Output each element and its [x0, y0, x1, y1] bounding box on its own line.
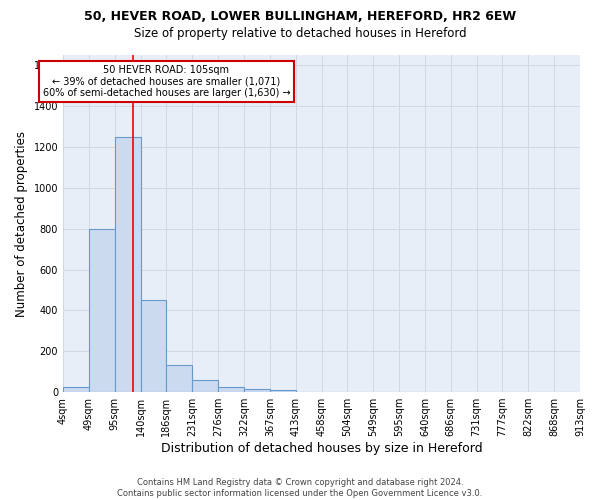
Bar [63, 387, 89, 392]
Bar [270, 390, 296, 392]
Text: Size of property relative to detached houses in Hereford: Size of property relative to detached ho… [134, 28, 466, 40]
Bar [166, 364, 192, 392]
Bar [89, 228, 115, 392]
Bar [140, 300, 166, 392]
Bar [192, 380, 218, 392]
Y-axis label: Number of detached properties: Number of detached properties [15, 130, 28, 316]
Bar [244, 389, 270, 392]
X-axis label: Distribution of detached houses by size in Hereford: Distribution of detached houses by size … [161, 442, 482, 455]
Bar [218, 387, 244, 392]
Text: Contains HM Land Registry data © Crown copyright and database right 2024.
Contai: Contains HM Land Registry data © Crown c… [118, 478, 482, 498]
Bar [115, 136, 140, 392]
Text: 50, HEVER ROAD, LOWER BULLINGHAM, HEREFORD, HR2 6EW: 50, HEVER ROAD, LOWER BULLINGHAM, HEREFO… [84, 10, 516, 23]
Text: 50 HEVER ROAD: 105sqm
← 39% of detached houses are smaller (1,071)
60% of semi-d: 50 HEVER ROAD: 105sqm ← 39% of detached … [43, 65, 290, 98]
